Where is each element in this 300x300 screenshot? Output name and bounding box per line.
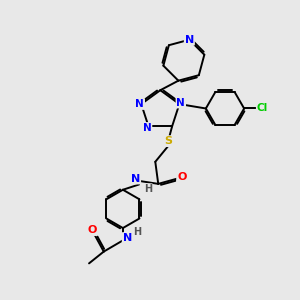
- Text: N: N: [131, 174, 140, 184]
- Text: N: N: [185, 35, 194, 45]
- Text: O: O: [177, 172, 187, 182]
- Text: H: H: [144, 184, 152, 194]
- Text: O: O: [87, 225, 97, 235]
- Text: Cl: Cl: [257, 103, 268, 113]
- Text: H: H: [134, 226, 142, 237]
- Text: N: N: [176, 98, 185, 108]
- Text: N: N: [135, 99, 144, 109]
- Text: N: N: [123, 233, 132, 243]
- Text: S: S: [164, 136, 172, 146]
- Text: N: N: [143, 123, 152, 133]
